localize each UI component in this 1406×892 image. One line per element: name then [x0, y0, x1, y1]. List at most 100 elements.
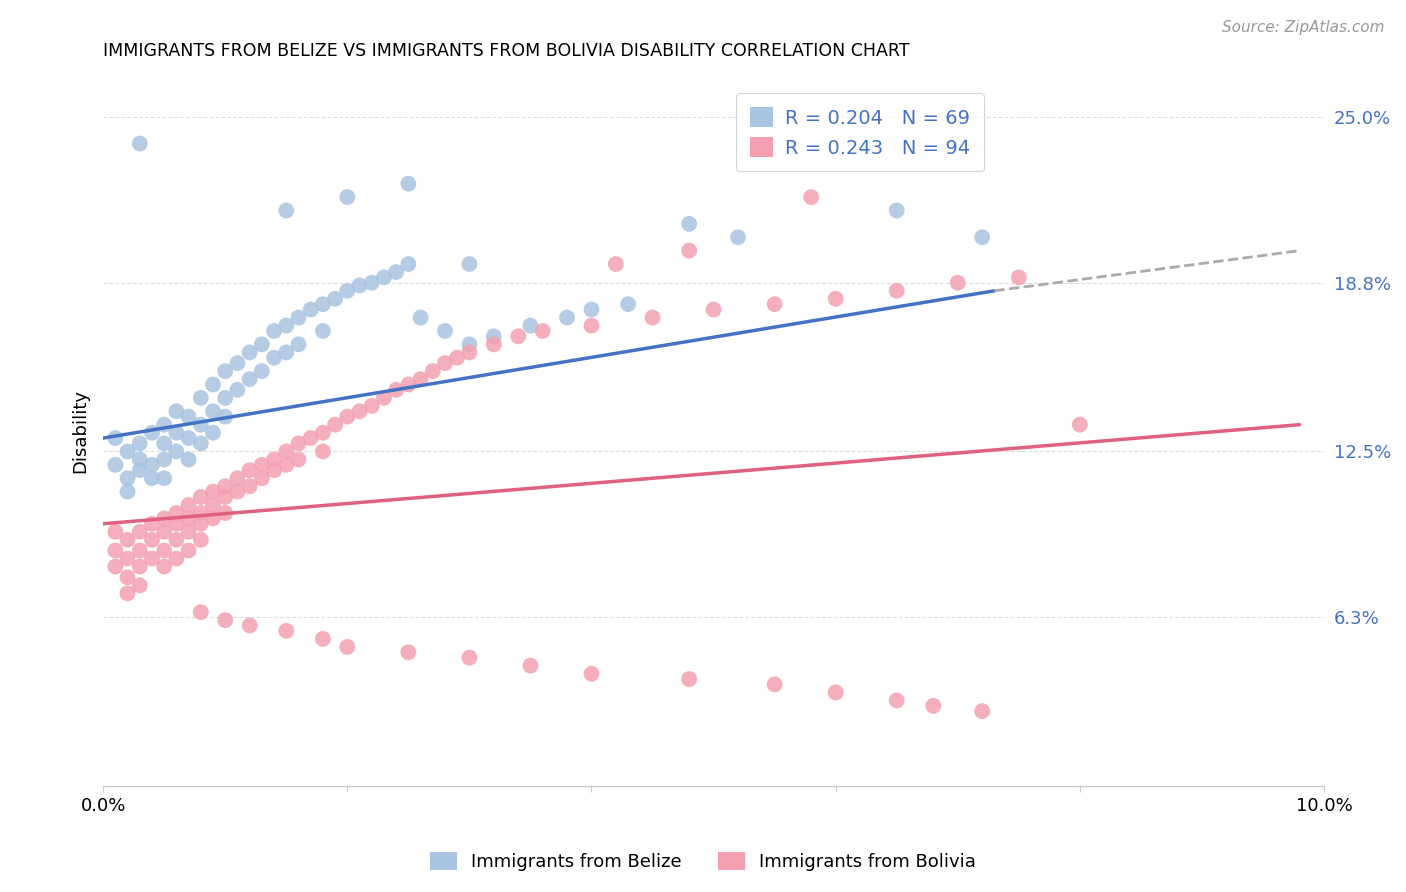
Point — [239, 618, 262, 632]
Point — [349, 404, 371, 418]
Point — [202, 511, 225, 525]
Point — [581, 318, 603, 333]
Point — [312, 297, 335, 311]
Point — [1008, 270, 1031, 285]
Point — [214, 364, 236, 378]
Point — [972, 704, 994, 718]
Point — [177, 498, 200, 512]
Point — [128, 543, 150, 558]
Point — [141, 533, 163, 547]
Point — [177, 452, 200, 467]
Point — [128, 436, 150, 450]
Point — [276, 444, 298, 458]
Point — [214, 409, 236, 424]
Point — [458, 345, 481, 359]
Point — [287, 310, 309, 325]
Point — [177, 511, 200, 525]
Point — [422, 364, 444, 378]
Point — [336, 284, 359, 298]
Point — [519, 318, 541, 333]
Point — [214, 490, 236, 504]
Point — [226, 356, 249, 370]
Point — [287, 452, 309, 467]
Point — [396, 377, 419, 392]
Point — [800, 190, 823, 204]
Point — [214, 391, 236, 405]
Point — [141, 425, 163, 440]
Point — [886, 203, 908, 218]
Point — [153, 543, 176, 558]
Text: IMMIGRANTS FROM BELIZE VS IMMIGRANTS FROM BOLIVIA DISABILITY CORRELATION CHART: IMMIGRANTS FROM BELIZE VS IMMIGRANTS FRO… — [103, 42, 910, 60]
Point — [263, 452, 285, 467]
Point — [824, 685, 846, 699]
Point — [323, 417, 346, 432]
Point — [128, 136, 150, 151]
Y-axis label: Disability: Disability — [72, 390, 89, 474]
Point — [886, 693, 908, 707]
Point — [104, 559, 127, 574]
Point — [141, 471, 163, 485]
Point — [117, 533, 139, 547]
Point — [190, 506, 212, 520]
Legend: R = 0.204   N = 69, R = 0.243   N = 94: R = 0.204 N = 69, R = 0.243 N = 94 — [737, 94, 984, 171]
Point — [373, 270, 395, 285]
Point — [202, 498, 225, 512]
Point — [202, 484, 225, 499]
Point — [263, 324, 285, 338]
Point — [177, 524, 200, 539]
Point — [177, 543, 200, 558]
Point — [396, 645, 419, 659]
Point — [104, 543, 127, 558]
Point — [117, 551, 139, 566]
Legend: Immigrants from Belize, Immigrants from Bolivia: Immigrants from Belize, Immigrants from … — [422, 845, 984, 879]
Point — [263, 463, 285, 477]
Point — [922, 698, 945, 713]
Point — [117, 484, 139, 499]
Point — [141, 551, 163, 566]
Point — [263, 351, 285, 365]
Point — [276, 458, 298, 472]
Point — [153, 452, 176, 467]
Text: Source: ZipAtlas.com: Source: ZipAtlas.com — [1222, 20, 1385, 35]
Point — [202, 377, 225, 392]
Point — [214, 506, 236, 520]
Point — [678, 672, 700, 686]
Point — [177, 431, 200, 445]
Point — [886, 284, 908, 298]
Point — [153, 417, 176, 432]
Point — [190, 516, 212, 531]
Point — [128, 524, 150, 539]
Point — [239, 463, 262, 477]
Point — [508, 329, 530, 343]
Point — [433, 324, 456, 338]
Point — [177, 409, 200, 424]
Point — [323, 292, 346, 306]
Point — [128, 578, 150, 592]
Point — [641, 310, 664, 325]
Point — [824, 292, 846, 306]
Point — [153, 524, 176, 539]
Point — [360, 276, 382, 290]
Point — [239, 345, 262, 359]
Point — [312, 444, 335, 458]
Point — [128, 452, 150, 467]
Point — [519, 658, 541, 673]
Point — [287, 337, 309, 351]
Point — [678, 244, 700, 258]
Point — [165, 533, 187, 547]
Point — [141, 516, 163, 531]
Point — [165, 444, 187, 458]
Point — [555, 310, 578, 325]
Point — [276, 203, 298, 218]
Point — [482, 337, 505, 351]
Point — [104, 458, 127, 472]
Point — [165, 516, 187, 531]
Point — [276, 318, 298, 333]
Point — [128, 559, 150, 574]
Point — [239, 372, 262, 386]
Point — [482, 329, 505, 343]
Point — [385, 383, 408, 397]
Point — [336, 409, 359, 424]
Point — [396, 177, 419, 191]
Point — [299, 302, 322, 317]
